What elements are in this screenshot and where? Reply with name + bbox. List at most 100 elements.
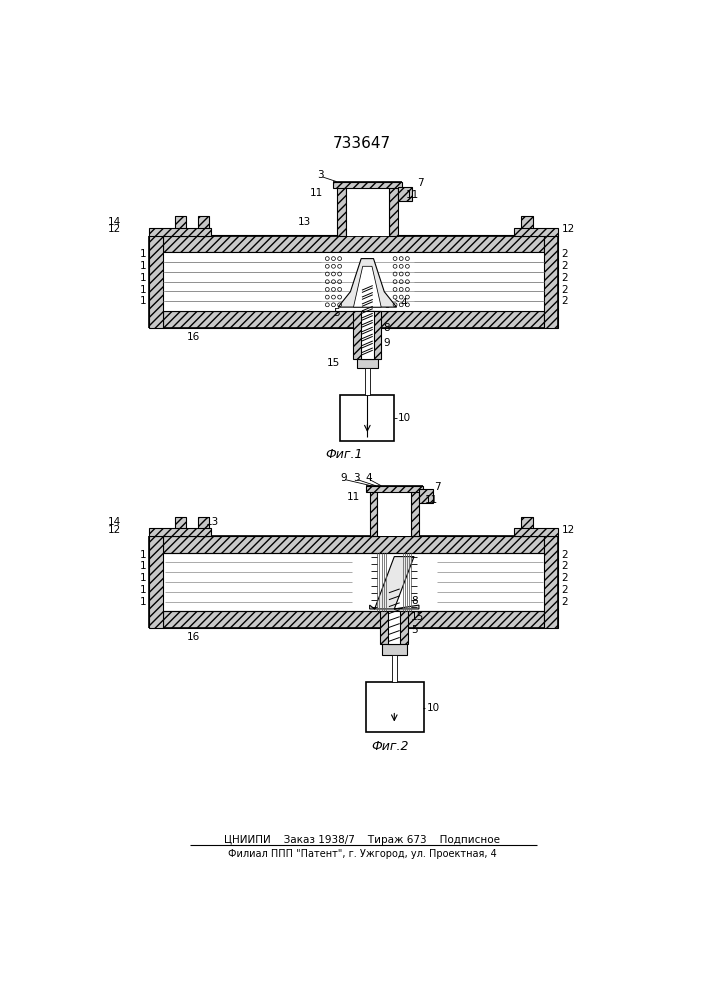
Bar bbox=[163, 272, 544, 282]
Text: 1: 1 bbox=[140, 285, 146, 295]
Text: 1: 1 bbox=[140, 561, 146, 571]
Text: 16: 16 bbox=[187, 632, 199, 642]
Bar bbox=[354, 311, 381, 359]
Bar bbox=[163, 536, 544, 553]
Text: 1: 1 bbox=[140, 249, 146, 259]
Text: 7: 7 bbox=[434, 482, 441, 492]
Bar bbox=[175, 517, 187, 536]
Text: 733647: 733647 bbox=[333, 136, 391, 151]
Bar bbox=[337, 182, 346, 235]
Text: 9: 9 bbox=[340, 473, 347, 483]
Bar bbox=[366, 486, 423, 492]
Text: 1: 1 bbox=[140, 261, 146, 271]
Text: 12: 12 bbox=[561, 525, 575, 535]
Text: 7: 7 bbox=[417, 178, 424, 188]
Text: 2: 2 bbox=[561, 273, 568, 283]
Text: 11: 11 bbox=[310, 188, 323, 198]
Text: 2: 2 bbox=[561, 550, 568, 560]
Bar bbox=[370, 486, 378, 536]
Text: 4: 4 bbox=[400, 298, 407, 308]
Bar bbox=[149, 228, 211, 235]
Text: Филиал ППП "Патент", г. Ужгород, ул. Проектная, 4: Филиал ППП "Патент", г. Ужгород, ул. Про… bbox=[228, 849, 496, 859]
Text: 1: 1 bbox=[140, 273, 146, 283]
Bar bbox=[544, 536, 559, 628]
Text: 2: 2 bbox=[561, 573, 568, 583]
Bar bbox=[163, 291, 544, 301]
Text: 15: 15 bbox=[411, 612, 424, 622]
Bar bbox=[365, 368, 370, 395]
Bar bbox=[514, 228, 559, 235]
Text: 12: 12 bbox=[107, 525, 121, 535]
Text: 4: 4 bbox=[366, 473, 373, 483]
Text: 1: 1 bbox=[140, 585, 146, 595]
Text: 3: 3 bbox=[353, 473, 359, 483]
Text: 5: 5 bbox=[333, 308, 339, 318]
Bar bbox=[388, 611, 400, 644]
Bar bbox=[163, 282, 544, 291]
Bar bbox=[163, 252, 544, 262]
Text: 15: 15 bbox=[327, 358, 339, 368]
Bar bbox=[521, 517, 533, 536]
Text: 12: 12 bbox=[107, 224, 121, 234]
Text: 2: 2 bbox=[561, 561, 568, 571]
Text: ЦНИИПИ    Заказ 1938/7    Тираж 673    Подписное: ЦНИИПИ Заказ 1938/7 Тираж 673 Подписное bbox=[224, 835, 500, 845]
Text: 2: 2 bbox=[561, 285, 568, 295]
Text: 1: 1 bbox=[140, 550, 146, 560]
Text: 2: 2 bbox=[561, 296, 568, 306]
Bar bbox=[198, 216, 209, 235]
Text: 5: 5 bbox=[411, 625, 418, 635]
Text: 11: 11 bbox=[425, 495, 438, 505]
Bar bbox=[163, 262, 544, 272]
Polygon shape bbox=[338, 259, 397, 307]
Bar bbox=[149, 536, 163, 628]
Text: 3: 3 bbox=[317, 170, 324, 180]
Bar bbox=[521, 216, 533, 235]
Bar bbox=[175, 216, 187, 235]
Bar bbox=[163, 235, 544, 252]
Text: Фиг.2: Фиг.2 bbox=[371, 740, 409, 753]
Bar bbox=[149, 528, 211, 536]
Bar bbox=[163, 301, 544, 311]
Text: 9: 9 bbox=[383, 338, 390, 348]
Bar bbox=[149, 235, 163, 328]
Text: 8: 8 bbox=[411, 596, 418, 606]
Text: 12: 12 bbox=[561, 224, 575, 234]
Bar bbox=[419, 489, 433, 503]
Bar bbox=[361, 311, 373, 359]
Polygon shape bbox=[370, 557, 419, 609]
Text: 13: 13 bbox=[206, 517, 219, 527]
Text: 10: 10 bbox=[426, 703, 440, 713]
Bar bbox=[398, 187, 412, 201]
Bar bbox=[198, 517, 209, 536]
Bar bbox=[333, 182, 402, 188]
Text: 14: 14 bbox=[107, 517, 121, 527]
Bar bbox=[544, 235, 559, 328]
Bar bbox=[346, 182, 389, 235]
Bar bbox=[378, 486, 411, 536]
Bar bbox=[389, 182, 398, 235]
Text: 1: 1 bbox=[140, 296, 146, 306]
Bar bbox=[163, 611, 544, 628]
Text: 11: 11 bbox=[406, 190, 419, 200]
Text: 2: 2 bbox=[561, 249, 568, 259]
Bar bbox=[514, 528, 559, 536]
Bar bbox=[340, 395, 395, 441]
Text: 10: 10 bbox=[398, 413, 411, 423]
Text: 16: 16 bbox=[187, 332, 199, 342]
Text: 13: 13 bbox=[298, 217, 311, 227]
Text: 14: 14 bbox=[107, 217, 121, 227]
Bar bbox=[392, 655, 397, 682]
Bar bbox=[366, 682, 423, 732]
Bar bbox=[380, 611, 408, 644]
Bar bbox=[411, 486, 419, 536]
Text: 8: 8 bbox=[383, 323, 390, 333]
Text: 2: 2 bbox=[561, 597, 568, 607]
Text: 2: 2 bbox=[561, 261, 568, 271]
Bar bbox=[382, 644, 407, 655]
Text: 1: 1 bbox=[140, 573, 146, 583]
Text: 6: 6 bbox=[383, 300, 390, 310]
Bar bbox=[356, 359, 378, 368]
Text: Фиг.1: Фиг.1 bbox=[325, 448, 363, 461]
Text: 2: 2 bbox=[561, 585, 568, 595]
Text: 11: 11 bbox=[346, 492, 360, 502]
